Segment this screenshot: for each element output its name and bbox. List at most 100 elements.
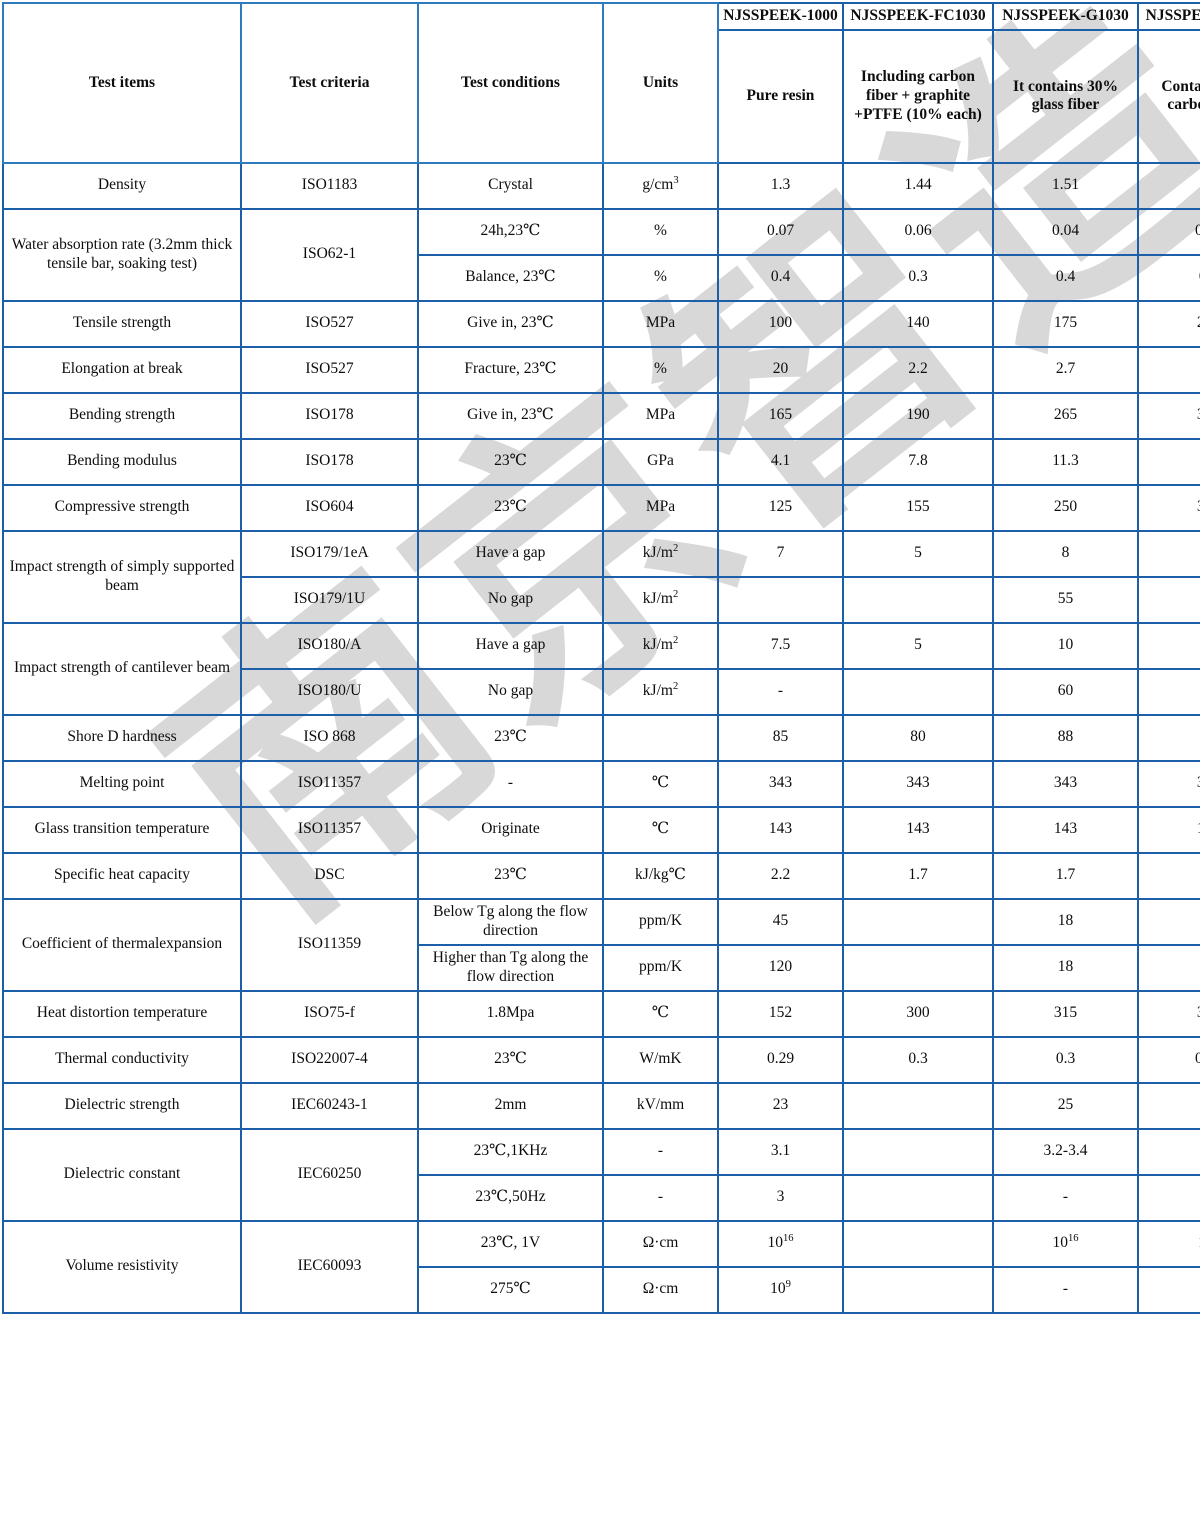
cell-value: 1016 <box>717 1219 844 1268</box>
header-product-name-0: NJSSPEEK-1000 <box>717 2 844 31</box>
table-row: Glass transition temperature ISO11357 Orig… <box>2 805 1200 854</box>
table-row: 23℃,50Hz-3-- <box>3 1173 1200 1222</box>
cell-value: 1.3 <box>717 161 844 210</box>
cell-value: 0.3 <box>1137 253 1200 302</box>
cell-value: 152 <box>717 989 844 1038</box>
cell-test-criteria: ISO11359 <box>240 897 419 992</box>
table-row: Compressive strength ISO604 23℃ MPa 125 155 25… <box>2 483 1200 532</box>
cell-value: 7 <box>717 529 844 578</box>
cell-value: 45 <box>1137 575 1200 624</box>
cell-unit: kJ/m2 <box>602 621 719 670</box>
cell-value: - <box>992 1173 1139 1222</box>
cell-test-condition: 23℃, 1V <box>417 1219 604 1268</box>
cell-value: 0.3 <box>842 1035 994 1084</box>
cell-test-item: Dielectric strength <box>2 1081 242 1130</box>
cell-value <box>842 1219 994 1268</box>
cell-value: 3 <box>717 1173 844 1222</box>
cell-value: 0.06 <box>842 207 994 256</box>
table-row: Balance, 23℃%0.40.30.40.3 <box>3 253 1200 302</box>
cell-value: 315 <box>1137 989 1200 1038</box>
cell-test-criteria: ISO75-f <box>240 989 419 1038</box>
cell-value <box>842 1265 994 1314</box>
cell-value: 165 <box>717 391 844 440</box>
cell-value: 7 <box>1137 529 1200 578</box>
cell-test-criteria: ISO180/A <box>240 621 419 670</box>
cell-unit: % <box>602 253 719 302</box>
cell-value: 45 <box>717 897 844 946</box>
cell-value: 7.5 <box>717 621 844 670</box>
table-row: Dielectric constant IEC60250 23℃,1KHz -3.1 3… <box>2 1127 1200 1222</box>
cell-test-item: Shore D hardness <box>2 713 242 762</box>
cell-test-criteria: ISO179/1U <box>240 575 419 624</box>
cell-unit: kJ/m2 <box>602 529 719 578</box>
cell-value: 3.1 <box>717 1127 844 1176</box>
cell-unit: ℃ <box>602 989 719 1038</box>
cell-unit: MPa <box>602 299 719 348</box>
header-product-name-2: NJSSPEEK-G1030 <box>992 2 1139 31</box>
cell-test-condition: 23℃,1KHz <box>417 1127 604 1176</box>
cell-test-condition: Balance, 23℃ <box>417 253 604 302</box>
cell-value: 343 <box>717 759 844 808</box>
cell-value: 5 <box>842 621 994 670</box>
cell-value: 109 <box>717 1265 844 1314</box>
cell-value: 11.3 <box>992 437 1139 486</box>
cell-value: 88 <box>1137 713 1200 762</box>
cell-test-criteria: ISO527 <box>240 299 419 348</box>
cell-unit: - <box>602 1127 719 1176</box>
cell-test-criteria: ISO178 <box>240 391 419 440</box>
cell-test-criteria: ISO 868 <box>240 713 419 762</box>
cell-value: 0.04 <box>992 207 1139 256</box>
cell-test-criteria: IEC60250 <box>240 1127 419 1222</box>
cell-value: 343 <box>1137 759 1200 808</box>
cell-value: 0.29 <box>717 1035 844 1084</box>
cell-value: 1.8 <box>1137 851 1200 900</box>
table-row: Coefficient of thermalexpansion ISO11359 B… <box>2 897 1200 992</box>
cell-test-condition: 23℃ <box>417 437 604 486</box>
cell-value: 315 <box>992 989 1139 1038</box>
cell-value: 10 <box>992 621 1139 670</box>
cell-value: 120 <box>717 943 844 992</box>
cell-value: 300 <box>842 989 994 1038</box>
table-row: Thermal conductivity ISO22007-4 23℃ W/mK 0.2… <box>2 1035 1200 1084</box>
cell-test-condition: Higher than Tg along the flow direction <box>417 943 604 992</box>
cell-value: 2.2 <box>717 851 844 900</box>
cell-value <box>842 667 994 716</box>
cell-test-item: Heat distortion temperature <box>2 989 242 1038</box>
cell-unit: Ω·cm <box>602 1265 719 1314</box>
cell-test-item: Impact strength of simply supported beam <box>2 529 242 624</box>
cell-test-condition: Give in, 23℃ <box>417 391 604 440</box>
cell-test-item: Volume resistivity <box>2 1219 242 1314</box>
cell-test-criteria: ISO527 <box>240 345 419 394</box>
cell-value: 85 <box>717 713 844 762</box>
cell-test-item: Thermal conductivity <box>2 1035 242 1084</box>
table-row: Higher than Tg along the flow direction p… <box>3 943 1200 992</box>
cell-value: 0.04 <box>1137 207 1200 256</box>
cell-value: 55 <box>992 575 1139 624</box>
cell-value: 260 <box>1137 299 1200 348</box>
table-row: Water absorption rate (3.2mm thick tensi… <box>2 207 1200 302</box>
cell-value: 143 <box>1137 805 1200 854</box>
cell-unit: W/mK <box>602 1035 719 1084</box>
header-product-name-1: NJSSPEEK-FC1030 <box>842 2 994 31</box>
table-row: Tensile strength ISO527 Give in, 23℃ MPa 100… <box>2 299 1200 348</box>
table-row: Impact strength of cantilever beam ISO180… <box>2 621 1200 716</box>
cell-test-condition: 1.8Mpa <box>417 989 604 1038</box>
header-test-conditions: Test conditions <box>417 2 604 164</box>
header-product-desc-3: Contains 30% carbon fiber <box>1137 28 1200 164</box>
header-product-desc-1: Including carbon fiber + graphite +PTFE … <box>842 28 994 164</box>
cell-value: 60 <box>992 667 1139 716</box>
table-body: DensityISO1183Crystalg/cm31.31.441.511.4… <box>2 161 1200 1314</box>
cell-test-item: Specific heat capacity <box>2 851 242 900</box>
cell-value: 143 <box>842 805 994 854</box>
cell-value: 6 <box>1137 943 1200 992</box>
cell-value: 143 <box>992 805 1139 854</box>
cell-value: 9 <box>1137 621 1200 670</box>
cell-value: 3.2-3.4 <box>992 1127 1139 1176</box>
cell-value: 343 <box>992 759 1139 808</box>
header-units: Units <box>602 2 719 164</box>
cell-test-item: Impact strength of cantilever beam <box>2 621 242 716</box>
cell-value: 8 <box>992 529 1139 578</box>
cell-value: 155 <box>842 483 994 532</box>
